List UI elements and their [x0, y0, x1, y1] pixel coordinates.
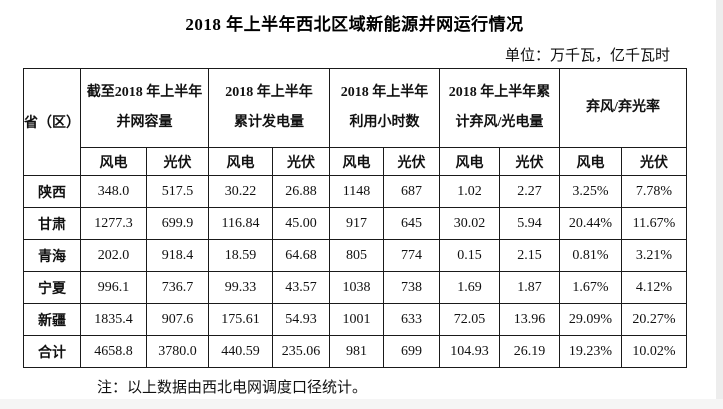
row-header-province: 甘肃 [23, 207, 81, 240]
table-row-shaanxi: 陕西 348.0 517.5 30.22 26.88 1148 687 1.02… [23, 175, 688, 208]
footnote: 注：以上数据由西北电网调度口径统计。 [97, 380, 368, 396]
table-row-gansu: 甘肃 1277.3 699.9 116.84 45.00 917 645 30.… [23, 207, 688, 240]
table-cell: 26.19 [499, 335, 560, 368]
table-cell: 2.27 [499, 175, 560, 208]
table-cell: 0.15 [439, 239, 500, 272]
row-header-province: 陕西 [23, 175, 81, 208]
row-header-total: 合计 [23, 335, 81, 368]
sub-header-wind: 风电 [329, 147, 384, 176]
table-cell: 54.93 [272, 303, 330, 336]
corner-header-province: 省（区） [23, 68, 81, 176]
table-cell: 1148 [329, 175, 384, 208]
sub-header-solar: 光伏 [383, 147, 440, 176]
table-cell: 18.59 [208, 239, 273, 272]
sub-header-wind: 风电 [80, 147, 147, 176]
document-title: 2018 年上半年西北区域新能源并网运行情况 [185, 15, 524, 34]
table-cell: 633 [383, 303, 440, 336]
table-cell: 43.57 [272, 271, 330, 304]
table-cell: 99.33 [208, 271, 273, 304]
table-row-xinjiang: 新疆 1835.4 907.6 175.61 54.93 1001 633 72… [23, 303, 688, 336]
table-cell: 64.68 [272, 239, 330, 272]
table-cell: 30.02 [439, 207, 500, 240]
group-header-curtailed-energy: 2018 年上半年累 计弃风/光电量 [439, 68, 560, 148]
table-cell: 30.22 [208, 175, 273, 208]
table-cell: 20.27% [620, 303, 688, 336]
sub-header-solar: 光伏 [499, 147, 560, 176]
row-header-province: 新疆 [23, 303, 81, 336]
table-cell: 1.67% [559, 271, 622, 304]
table-cell: 1038 [329, 271, 384, 304]
table-cell: 20.44% [559, 207, 622, 240]
table-cell: 774 [383, 239, 440, 272]
table-row-qinghai: 青海 202.0 918.4 18.59 64.68 805 774 0.15 … [23, 239, 688, 272]
sub-header-wind: 风电 [559, 147, 622, 176]
group-header-cumulative-generation: 2018 年上半年 累计发电量 [208, 68, 330, 148]
table-cell: 918.4 [146, 239, 209, 272]
sub-header-wind: 风电 [208, 147, 273, 176]
table-cell: 1277.3 [80, 207, 147, 240]
table-cell: 72.05 [439, 303, 500, 336]
unit-label: 单位：万千瓦，亿千瓦时 [504, 48, 670, 64]
table-cell: 3780.0 [146, 335, 209, 368]
table-cell: 645 [383, 207, 440, 240]
table-cell: 4.12% [620, 271, 688, 304]
table-row-total: 合计 4658.8 3780.0 440.59 235.06 981 699 1… [23, 335, 688, 368]
table-cell: 19.23% [559, 335, 622, 368]
table-cell: 104.93 [439, 335, 500, 368]
table-header-sub-row: 风电 光伏 风电 光伏 风电 光伏 风电 光伏 风电 光伏 [24, 147, 688, 176]
table-cell: 7.78% [620, 175, 688, 208]
table-cell: 687 [383, 175, 440, 208]
row-header-province: 宁夏 [23, 271, 81, 304]
group-header-grid-capacity: 截至2018 年上半年 并网容量 [80, 68, 209, 148]
table-cell: 699.9 [146, 207, 209, 240]
energy-data-table: 省（区） 截至2018 年上半年 并网容量 2018 年上半年 累计发电量 20… [23, 68, 688, 368]
table-cell: 1.87 [499, 271, 560, 304]
table-header-group-row: 省（区） 截至2018 年上半年 并网容量 2018 年上半年 累计发电量 20… [23, 68, 688, 176]
table-cell: 116.84 [208, 207, 273, 240]
table-cell: 2.15 [499, 239, 560, 272]
table-cell: 348.0 [80, 175, 147, 208]
table-cell: 11.67% [620, 207, 688, 240]
table-cell: 738 [383, 271, 440, 304]
table-cell: 1835.4 [80, 303, 147, 336]
table-cell: 907.6 [146, 303, 209, 336]
table-cell: 699 [383, 335, 440, 368]
table-cell: 3.21% [620, 239, 688, 272]
row-header-province: 青海 [23, 239, 81, 272]
sub-header-solar: 光伏 [272, 147, 330, 176]
page-edge-right [716, 0, 723, 409]
table-cell: 3.25% [559, 175, 622, 208]
table-cell: 202.0 [80, 239, 147, 272]
page-edge-bottom [0, 399, 723, 409]
table-cell: 517.5 [146, 175, 209, 208]
group-header-curtailment-rate: 弃风/弃光率 [558, 68, 688, 148]
table-cell: 440.59 [208, 335, 273, 368]
table-cell: 917 [329, 207, 384, 240]
table-cell: 1.02 [439, 175, 500, 208]
sub-header-wind: 风电 [439, 147, 500, 176]
table-cell: 1001 [329, 303, 384, 336]
sub-header-solar: 光伏 [146, 147, 209, 176]
table-cell: 0.81% [559, 239, 622, 272]
table-cell: 981 [329, 335, 384, 368]
table-cell: 29.09% [559, 303, 622, 336]
group-header-utilization-hours: 2018 年上半年 利用小时数 [329, 68, 440, 148]
table-cell: 45.00 [272, 207, 330, 240]
table-cell: 996.1 [80, 271, 147, 304]
table-cell: 13.96 [499, 303, 560, 336]
table-cell: 10.02% [620, 335, 688, 368]
table-cell: 1.69 [439, 271, 500, 304]
table-cell: 235.06 [272, 335, 330, 368]
table-cell: 805 [329, 239, 384, 272]
table-row-ningxia: 宁夏 996.1 736.7 99.33 43.57 1038 738 1.69… [23, 271, 688, 304]
sub-header-solar: 光伏 [620, 147, 688, 176]
table-cell: 175.61 [208, 303, 273, 336]
table-cell: 736.7 [146, 271, 209, 304]
table-cell: 26.88 [272, 175, 330, 208]
table-cell: 5.94 [499, 207, 560, 240]
table-cell: 4658.8 [80, 335, 147, 368]
